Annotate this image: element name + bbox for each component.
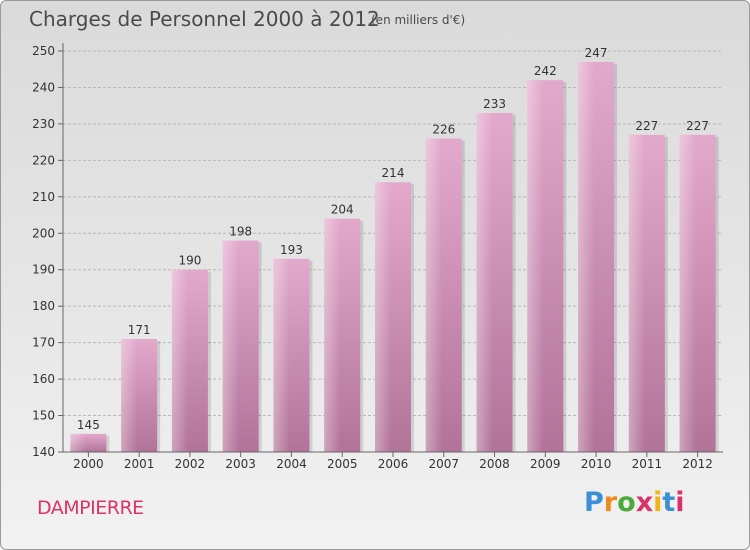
logo-letter: o (617, 487, 636, 518)
bar-highlight (324, 218, 341, 452)
bar-highlight (375, 182, 392, 452)
logo-letter: x (635, 487, 654, 518)
x-tick-label: 2007 (428, 457, 459, 471)
bar-value-label: 171 (128, 323, 151, 337)
x-tick-label: 2006 (378, 457, 409, 471)
bar-value-label: 204 (331, 203, 354, 217)
bar-highlight (273, 258, 290, 452)
bar-value-label: 247 (585, 46, 608, 60)
proxiti-logo: Proxiti (584, 487, 685, 518)
logo-letter: i (675, 487, 685, 518)
chart-title: Charges de Personnel 2000 à 2012 (29, 7, 380, 31)
bar-highlight (628, 134, 646, 452)
bar-value-label: 145 (77, 418, 100, 432)
bar-value-label: 227 (635, 119, 658, 133)
bar-value-label: 190 (178, 254, 201, 268)
bar-value-label: 214 (382, 166, 405, 180)
bar-highlight (527, 80, 544, 452)
bar-highlight (679, 134, 696, 452)
bar-highlight (425, 138, 442, 452)
x-tick-label: 2012 (682, 457, 713, 471)
y-tick-label: 250 (32, 44, 55, 58)
y-tick-label: 230 (32, 117, 55, 131)
y-tick-label: 240 (32, 80, 55, 94)
logo-letter: P (584, 487, 604, 518)
y-tick-label: 220 (32, 153, 55, 167)
bar-value-label: 242 (534, 64, 557, 78)
y-tick-label: 140 (32, 445, 55, 459)
x-tick-label: 2011 (632, 457, 663, 471)
x-tick-label: 2003 (225, 457, 256, 471)
x-tick-label: 2008 (479, 457, 510, 471)
bar-highlight (121, 338, 138, 452)
x-tick-label: 2005 (327, 457, 358, 471)
bar-highlight (476, 112, 493, 453)
logo-letter: t (662, 487, 676, 518)
y-tick-label: 160 (32, 372, 55, 386)
y-tick-label: 200 (32, 226, 55, 240)
bar-highlight (578, 61, 595, 452)
x-tick-label: 2001 (124, 457, 155, 471)
logo-letter: i (653, 487, 663, 518)
logo-letter: r (603, 487, 618, 518)
bar-value-label: 227 (686, 119, 709, 133)
bar-highlight (171, 269, 189, 452)
y-tick-label: 190 (32, 263, 55, 277)
x-tick-label: 2004 (276, 457, 307, 471)
x-tick-label: 2000 (73, 457, 104, 471)
bar-value-label: 226 (432, 122, 455, 136)
y-tick-label: 170 (32, 336, 55, 350)
bar-value-label: 233 (483, 97, 506, 111)
bar-value-label: 198 (229, 225, 252, 239)
chart-subtitle: (en milliers d'€) (371, 13, 466, 27)
bar-value-label: 193 (280, 243, 303, 257)
bar-highlight (222, 240, 239, 452)
bar-highlight (70, 433, 87, 452)
y-tick-label: 210 (32, 190, 55, 204)
x-tick-label: 2002 (175, 457, 206, 471)
x-tick-label: 2009 (530, 457, 561, 471)
x-tick-label: 2010 (581, 457, 612, 471)
y-tick-label: 150 (32, 409, 55, 423)
y-tick-label: 180 (32, 299, 55, 313)
commune-name: DAMPIERRE (37, 497, 144, 519)
